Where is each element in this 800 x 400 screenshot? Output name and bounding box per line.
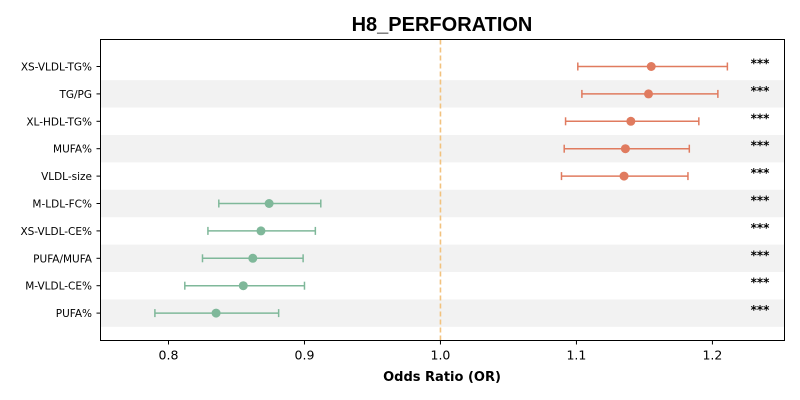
point-estimate [256, 226, 266, 236]
point-estimate [644, 89, 654, 99]
significance-label: *** [751, 166, 771, 180]
significance-label: *** [751, 303, 771, 317]
point-estimates [211, 62, 656, 318]
y-axis-labels: XS-VLDL-TG% TG/PG XL-HDL-TG% MUFA% VLDL-size… [20, 62, 101, 320]
plot-frame [100, 39, 785, 341]
significance-label: *** [751, 57, 771, 71]
significance-label: *** [751, 194, 771, 208]
point-estimate [211, 308, 221, 318]
y-tick-label: PUFA/MUFA [33, 253, 93, 265]
point-estimate [646, 62, 656, 71]
significance-label: *** [751, 111, 771, 125]
y-tick-label: M-LDL-FC% [32, 199, 92, 211]
y-tick-label: TG/PG [58, 89, 92, 101]
point-estimate [248, 253, 258, 263]
point-estimate [238, 281, 248, 291]
point-estimate [264, 199, 274, 208]
x-tick-label: 1.0 [431, 348, 451, 363]
significance-label: *** [751, 139, 771, 153]
y-tick-label: MUFA% [53, 144, 92, 156]
y-tick-label: M-VLDL-CE% [25, 281, 92, 293]
row-bands [100, 80, 785, 327]
significance-labels: *** *** *** *** *** *** *** *** *** *** [751, 57, 771, 318]
y-tick-label: XS-VLDL-TG% [21, 62, 92, 74]
y-tick-label: XS-VLDL-CE% [20, 226, 92, 238]
row-band [100, 189, 785, 218]
significance-label: *** [751, 84, 771, 98]
significance-label: *** [751, 248, 771, 262]
y-tick-label: XL-HDL-TG% [26, 116, 92, 128]
x-tick-label: 1.2 [702, 348, 722, 363]
point-estimate [619, 171, 629, 181]
x-tick-label: 1.1 [566, 348, 586, 363]
y-tick-label: VLDL-size [41, 171, 92, 183]
y-tick-label: PUFA% [56, 308, 92, 320]
x-axis-ticks: 0.8 0.9 1.0 1.1 1.2 [159, 340, 722, 363]
x-tick-label: 0.9 [295, 348, 315, 363]
x-axis-title: Odds Ratio (OR) [383, 370, 501, 385]
x-tick-label: 0.8 [159, 348, 179, 363]
chart-title: H8_PERFORATION [352, 14, 533, 36]
point-estimate [620, 144, 630, 154]
significance-label: *** [751, 276, 771, 290]
significance-label: *** [751, 221, 771, 235]
point-estimate [626, 116, 636, 126]
